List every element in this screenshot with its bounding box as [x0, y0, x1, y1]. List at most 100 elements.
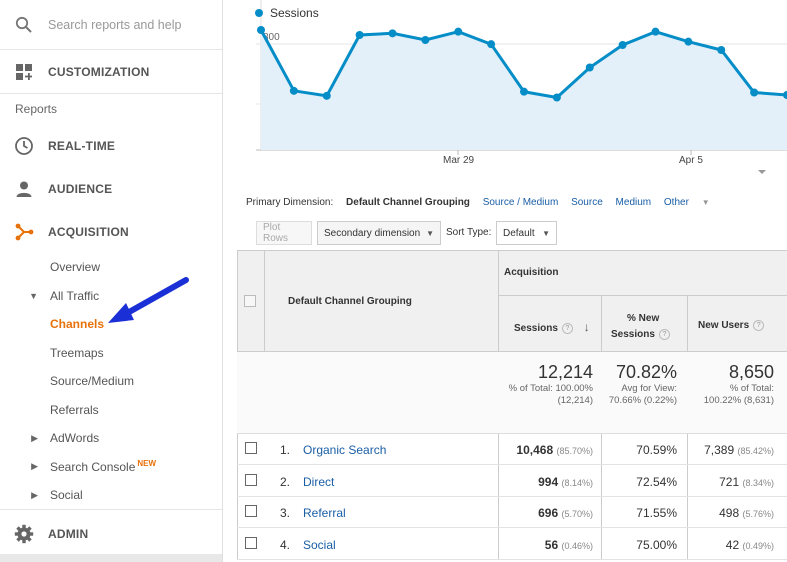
nav-treemaps[interactable]: Treemaps: [50, 345, 104, 360]
nav-realtime[interactable]: REAL-TIME: [0, 124, 222, 167]
reports-header: Reports: [15, 102, 58, 116]
nav-acquisition[interactable]: ACQUISITION: [0, 210, 222, 253]
sessions-point[interactable]: [717, 46, 726, 54]
nav-social[interactable]: ▶ Social: [0, 481, 222, 510]
sort-arrow-down-icon[interactable]: ↓: [583, 320, 590, 334]
row-sessions: 10,468 (85.70%): [516, 443, 593, 457]
dashboard-plus-icon: [0, 63, 48, 81]
sort-type-label: Sort Type:: [446, 227, 492, 238]
sessions-point[interactable]: [520, 87, 528, 96]
row-channel-link[interactable]: Referral: [303, 506, 346, 520]
row-channel-link[interactable]: Organic Search: [303, 443, 387, 457]
row-new-sessions: 72.54%: [636, 474, 677, 489]
sessions-point[interactable]: [552, 93, 561, 102]
caret-down-icon: ▼: [29, 290, 38, 301]
nav-referrals[interactable]: Referrals: [50, 402, 99, 417]
sessions-point[interactable]: [322, 91, 331, 100]
row-checkbox[interactable]: [245, 442, 257, 454]
sessions-point[interactable]: [651, 27, 660, 36]
row-checkbox[interactable]: [245, 536, 257, 549]
col-header-channel-grouping[interactable]: Default Channel Grouping: [288, 296, 412, 307]
sort-type-value: Default: [503, 227, 535, 239]
col-header-new-users[interactable]: New Users?: [698, 320, 765, 331]
sessions-point[interactable]: [684, 37, 693, 46]
sessions-chart[interactable]: 800 400 Mar 29 Apr 5: [223, 0, 787, 185]
help-icon[interactable]: ?: [561, 322, 573, 334]
sessions-point[interactable]: [618, 41, 627, 49]
nav-customization[interactable]: CUSTOMIZATION: [0, 50, 222, 94]
search-input[interactable]: Search reports and help: [48, 17, 182, 32]
gear-icon: [0, 524, 48, 544]
chevron-down-icon: ▼: [426, 228, 434, 238]
search-bar[interactable]: Search reports and help: [0, 0, 222, 50]
nav-audience-label: AUDIENCE: [48, 181, 113, 196]
secondary-dimension-select[interactable]: Secondary dimension ▼: [317, 221, 441, 245]
nav-audience[interactable]: AUDIENCE: [0, 167, 222, 210]
chevron-down-icon: ▼: [542, 228, 550, 238]
help-icon[interactable]: ?: [753, 320, 765, 331]
col-header-new-sessions[interactable]: % New Sessions?: [611, 311, 670, 343]
sessions-point[interactable]: [388, 29, 397, 38]
primary-dimension-bar: Primary Dimension: Default Channel Group…: [246, 197, 730, 208]
nav-source-medium[interactable]: Source/Medium: [50, 374, 135, 388]
x-tick-mar29: Mar 29: [443, 155, 475, 166]
main-content: 800 400 Mar 29 Apr 5 Sessions Primary Di…: [223, 0, 787, 562]
dimension-medium[interactable]: Medium: [615, 197, 652, 208]
row-new-sessions: 70.59%: [636, 443, 677, 457]
acquisition-header: Acquisition: [504, 267, 559, 278]
row-channel-link[interactable]: Social: [303, 537, 336, 552]
row-sessions: 696 (5.70%): [538, 506, 593, 520]
nav-admin-label: ADMIN: [48, 526, 89, 541]
plot-rows-button[interactable]: Plot Rows: [256, 221, 312, 245]
col-header-sessions[interactable]: Sessions? ↓: [514, 320, 590, 334]
row-number: 1.: [280, 443, 291, 457]
sessions-point[interactable]: [257, 26, 265, 34]
nav-overview[interactable]: Overview: [50, 260, 101, 274]
row-checkbox[interactable]: [245, 473, 257, 486]
summary-new-sessions: 70.82% Avg for View: 70.66% (0.22%): [608, 362, 677, 406]
select-all-checkbox[interactable]: [244, 295, 256, 307]
row-new-sessions: 71.55%: [636, 506, 677, 520]
table-row[interactable]: 1. Organic Search 10,468 (85.70%) 70.59% 7,3…: [237, 434, 787, 465]
nav-search-console[interactable]: ▶ Search Console NEW: [0, 453, 222, 482]
row-number: 2.: [280, 474, 291, 489]
table-row[interactable]: 3. Referral 696 (5.70%) 71.55% 498 (5.76%): [237, 497, 787, 528]
legend-label: Sessions: [270, 6, 319, 20]
summary-row: 12,214 % of Total: 100.00% (12,214) 70.8…: [237, 352, 787, 434]
nav-search-console-label: Search Console NEW: [50, 459, 157, 475]
sessions-point[interactable]: [487, 40, 496, 49]
dimension-source-medium[interactable]: Source / Medium: [482, 197, 559, 208]
nav-acquisition-label: ACQUISITION: [48, 224, 129, 239]
nav-adwords[interactable]: ▶ AdWords: [0, 424, 222, 453]
nav-social-label: Social: [50, 488, 83, 503]
sessions-point[interactable]: [783, 91, 787, 99]
dimension-other[interactable]: Other ▼: [663, 197, 710, 208]
nav-channels[interactable]: Channels: [50, 317, 105, 331]
table-row[interactable]: 4. Social 56 (0.46%) 75.00% 42 (0.49%): [237, 529, 787, 560]
chart-scroll-caret-icon[interactable]: [758, 170, 766, 174]
sessions-point[interactable]: [421, 36, 430, 44]
secondary-dimension-label: Secondary dimension: [324, 227, 421, 239]
row-new-users: 721 (8.34%): [719, 474, 774, 489]
nav-admin[interactable]: ADMIN: [0, 509, 222, 557]
table-row[interactable]: 2. Direct 994 (8.14%) 72.54% 721 (8.34%): [237, 466, 787, 497]
nav-all-traffic[interactable]: ▼ All Traffic: [0, 282, 222, 311]
sort-type-select[interactable]: Default ▼: [496, 221, 557, 245]
sessions-point[interactable]: [750, 88, 759, 97]
row-new-sessions: 75.00%: [636, 537, 677, 552]
help-icon[interactable]: ?: [658, 328, 670, 340]
sessions-point[interactable]: [585, 63, 594, 72]
clock-icon: [0, 136, 48, 156]
dimension-current[interactable]: Default Channel Grouping: [346, 197, 470, 208]
search-icon[interactable]: [0, 16, 48, 34]
row-new-users: 498 (5.76%): [719, 506, 774, 520]
sessions-point[interactable]: [355, 31, 364, 39]
sidebar-bottom-strip: [0, 554, 222, 562]
sessions-point[interactable]: [289, 86, 298, 95]
row-channel-link[interactable]: Direct: [303, 474, 335, 489]
table-header: [237, 250, 787, 352]
dimension-source[interactable]: Source: [571, 197, 603, 208]
sessions-point[interactable]: [454, 27, 463, 36]
row-checkbox[interactable]: [245, 505, 257, 517]
primary-dimension-label: Primary Dimension:: [246, 197, 334, 208]
